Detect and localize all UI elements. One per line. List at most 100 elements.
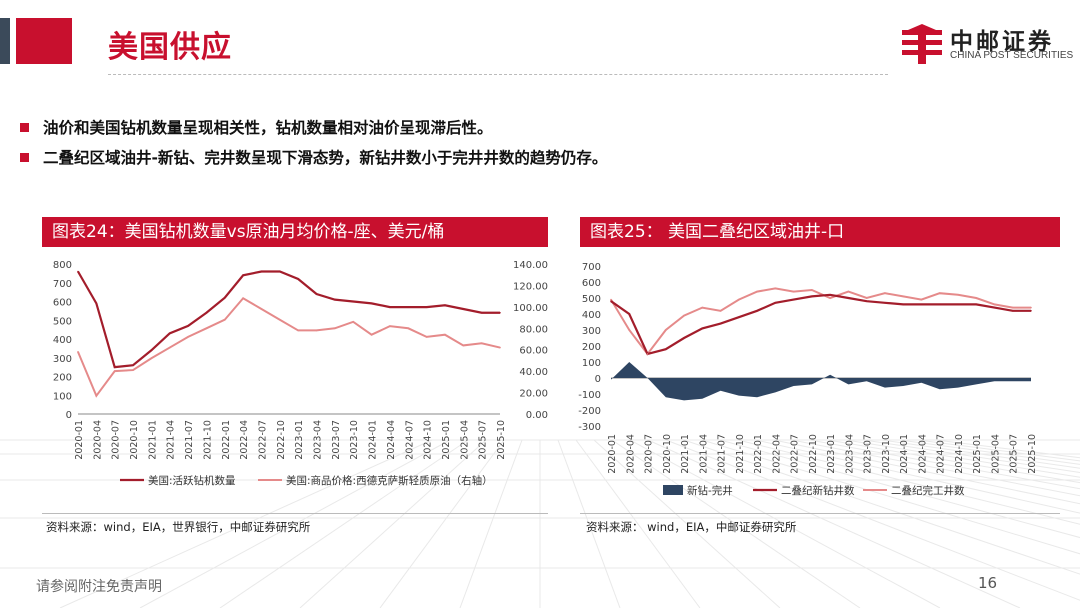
drilled-wells-point [1030,310,1032,312]
bullet-item: 二叠纪区域油井-新钻、完井数呈现下滑态势，新钻井数小于完井井数的趋势仍存。 [20,142,607,172]
y-left-tick-label: 600 [53,298,72,309]
x-tick-label: 2023-07 [863,434,874,474]
rig-count-point [77,270,79,273]
chart24-rigs-vs-oil-price: 0 100 200 300 400 500 600 700 800 0.00 20.00 40.00 6… [53,260,548,487]
y-right-tick-label: 40.00 [519,367,548,378]
y-right-tick-label: 80.00 [519,324,548,335]
completed-wells-point [1030,306,1032,309]
floor-line [139,439,451,608]
x-tick-label: 2024-10 [954,434,965,474]
wti-price-point [425,336,428,338]
logo-english-name: CHINA POST SECURITIES [950,50,1074,61]
completed-wells-point [738,298,740,301]
x-tick-label: 2021-07 [184,420,195,460]
rig-count-point [150,349,153,352]
rig-count-point [132,364,134,367]
x-tick-label: 2023-04 [313,420,324,460]
x-tick-label: 2021-04 [698,434,709,474]
y-tick-label: 600 [582,278,601,289]
wti-price-point [297,329,299,332]
legend-label-rig-count: 美国:活跃钻机数量 [148,474,236,487]
completed-wells-point [756,290,758,293]
series-line-completed-wells [610,287,1031,356]
series-area-drilled-minus-completed [611,362,1031,401]
completed-wells-point [957,294,959,296]
series-line-drilled-wells [610,293,1031,356]
wti-price-point [480,342,483,345]
rig-count-point [205,311,208,314]
x-tick-label: 2024-04 [386,420,397,460]
x-tick-label: 2025-10 [1027,434,1038,474]
legend-label-drilled-wells: 二叠纪新钻井数 [781,484,855,497]
floor-line [575,439,701,608]
completed-wells-point [610,298,612,301]
company-logo: 中邮证券 CHINA POST SECURITIES [900,20,1074,68]
chart24-source: 资料来源：wind，EIA，世界银行，中邮证券研究所 [46,520,311,534]
wti-price-point [260,308,263,310]
drilled-wells-point [664,348,667,350]
completed-wells-point [884,292,886,294]
completed-wells-point [811,289,813,291]
y-tick-label: 0 [595,374,601,385]
x-tick-label: 2020-01 [74,420,85,460]
wti-price-point [187,336,189,338]
wti-price-point [205,327,208,330]
y-tick-label: 300 [582,326,601,337]
logo-chinese-name: 中邮证券 [950,29,1054,55]
wti-price-point [315,329,318,332]
legend-label-completed-wells: 二叠纪完工井数 [891,484,965,497]
rig-count-point [95,302,98,305]
x-tick-label: 2023-10 [349,420,360,460]
y-left-tick-label: 0 [66,410,72,421]
floor-line [845,439,1080,478]
floor-line [701,439,1080,555]
rig-count-point [462,308,465,310]
x-tick-label: 2022-07 [257,420,268,460]
floor-line [299,439,487,608]
x-tick-label: 2024-10 [423,420,434,460]
chart25-footer-rule [580,513,1060,514]
floor-line [791,439,1080,497]
series-line-rig-count [77,270,500,369]
drilled-wells-point [628,313,631,315]
wti-price-point [444,333,446,336]
rig-count-point [223,296,226,299]
floor-line [557,439,621,608]
wti-price-point [132,369,134,371]
y-left-tick-label: 100 [53,391,72,402]
drilled-wells-point [865,300,868,302]
floor-line [737,439,1080,525]
floor-line [459,439,523,608]
page-number: 16 [978,574,998,592]
chart24-title: 图表24：美国钻机数量vs原油月均价格-座、美元/桶 [42,217,548,247]
y-tick-label: 700 [582,262,601,273]
y-right-tick-label: 100.00 [513,303,548,314]
x-tick-label: 2021-10 [202,420,213,460]
y-left-tick-label: 500 [53,316,72,327]
chart25-permian-wells: -300 -200 -100 0 100 200 300 400 500 600 700 2020-0… [578,262,1038,497]
x-tick-label: 2020-10 [129,420,140,460]
completed-wells-point [993,303,996,306]
y-left-tick-label: 700 [53,279,72,290]
rig-count-point [297,278,299,280]
completed-wells-point [683,314,685,317]
drilled-wells-point [610,300,612,302]
x-tick-label: 2023-07 [331,420,342,460]
x-tick-label: 2025-01 [441,420,452,460]
completed-wells-point [664,329,667,331]
wti-price-point [150,357,153,360]
x-tick-label: 2025-07 [478,420,489,460]
legend-label-wti-price: 美国:商品价格:西德克萨斯轻质原油（右轴） [286,474,493,487]
rig-count-point [260,270,263,273]
x-tick-label: 2024-07 [936,434,947,474]
rig-count-point [113,366,116,368]
floor-line [629,439,941,608]
title-accent-dark [0,18,10,64]
y-tick-label: 100 [582,358,601,369]
completed-wells-point [829,297,831,299]
x-tick-label: 2020-01 [607,434,618,474]
completed-wells-point [719,310,722,312]
completed-wells-point [975,297,978,299]
x-tick-label: 2020-10 [662,434,673,474]
title-divider [108,74,888,75]
